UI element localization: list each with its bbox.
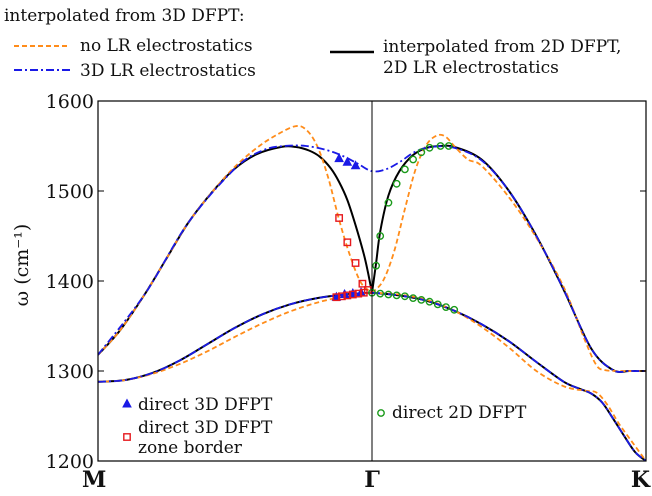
- marker-square-8: [348, 290, 357, 299]
- legend-triangle: [122, 398, 132, 408]
- marker-square-10: [359, 288, 368, 297]
- legend: interpolated from 3D DFPT: no LR electro…: [4, 6, 621, 81]
- marker-circle-2: [384, 198, 393, 207]
- marker-square-3: [358, 279, 367, 288]
- plot-area: 1200 1300 1400 1500 1600 M Γ K: [46, 91, 651, 493]
- marker-circle-7: [425, 143, 434, 152]
- x-tick-label-2: K: [631, 467, 651, 493]
- marker-circle-8: [436, 142, 445, 150]
- marker-circle-4: [400, 165, 409, 174]
- marker-circle-11: [376, 289, 385, 298]
- marker-circle-13: [392, 291, 401, 300]
- marker-circle-9: [444, 142, 453, 150]
- marker-triangle-1: [342, 156, 353, 166]
- series-line-3: [371, 291, 646, 461]
- marker-circle-19: [442, 303, 450, 311]
- y-tick-label-1600: 1600: [46, 91, 94, 113]
- series-line-6: [98, 291, 373, 383]
- marker-circle-6: [417, 148, 426, 157]
- legend-square: [123, 433, 131, 441]
- marker-square-6: [337, 292, 346, 301]
- x-tick-label-0: M: [82, 467, 106, 493]
- legend-label-zone-border-line1: direct 3D DFPT: [138, 418, 273, 438]
- marker-square-5: [332, 293, 341, 302]
- series-line-8: [98, 144, 646, 373]
- marker-circle-18: [433, 300, 442, 309]
- legend-label-2d-line1: interpolated from 2D DFPT,: [383, 37, 621, 57]
- legend-marker-direct-2d: [377, 409, 385, 417]
- series-line-4: [98, 125, 373, 356]
- marker-square-2: [351, 259, 360, 267]
- series-line-7: [371, 291, 646, 461]
- legend-circle: [377, 409, 385, 417]
- legend-label-zone-border-line2: zone border: [138, 438, 243, 458]
- legend-header: interpolated from 3D DFPT:: [4, 6, 245, 26]
- marker-square-0: [335, 214, 344, 222]
- legend-label-3d-lr: 3D LR electrostatics: [80, 61, 256, 81]
- marker-circle-12: [384, 290, 393, 299]
- y-tick-label-1500: 1500: [46, 181, 94, 203]
- legend-label-direct-3d: direct 3D DFPT: [138, 395, 273, 415]
- marker-circle-0: [372, 261, 381, 270]
- y-axis-label: ω (cm⁻¹): [11, 224, 33, 307]
- series-line-0: [98, 145, 373, 356]
- marker-circle-1: [376, 232, 385, 240]
- marker-circle-14: [400, 292, 409, 301]
- marker-circle-16: [417, 295, 426, 304]
- marker-square-1: [343, 238, 352, 247]
- marker-triangle-2: [350, 160, 361, 170]
- series-line-10: [371, 291, 646, 461]
- marker-circle-17: [425, 297, 434, 306]
- series-line-9: [98, 291, 373, 383]
- marker-group: [331, 142, 459, 314]
- legend-label-no-lr: no LR electrostatics: [80, 36, 253, 56]
- y-tick-label-1200: 1200: [46, 451, 94, 473]
- y-tick-label-1400: 1400: [46, 271, 94, 293]
- marker-triangle-0: [334, 153, 344, 163]
- y-tick-label-1300: 1300: [46, 361, 94, 383]
- series-line-5: [371, 133, 646, 372]
- marker-circle-15: [409, 294, 417, 302]
- marker-circle-3: [392, 179, 401, 188]
- legend-marker-direct-3d: [122, 398, 132, 408]
- marker-circle-5: [409, 155, 417, 164]
- marker-square-7: [343, 291, 352, 300]
- marker-circle-20: [450, 305, 459, 314]
- marker-square-9: [354, 289, 363, 298]
- marker-legend: direct 3D DFPT direct 3D DFPT zone borde…: [122, 395, 527, 458]
- legend-marker-zone-border: [123, 433, 131, 441]
- x-tick-label-1: Γ: [364, 467, 380, 493]
- legend-label-2d-line2: 2D LR electrostatics: [383, 58, 559, 78]
- legend-label-direct-2d: direct 2D DFPT: [392, 403, 527, 423]
